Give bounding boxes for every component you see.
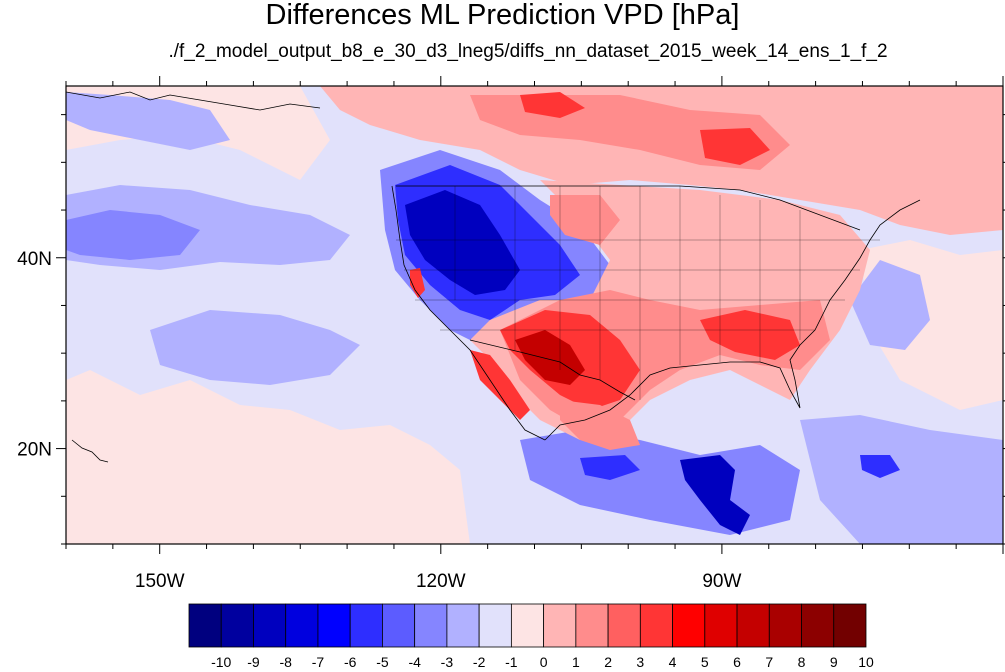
- west-coast-line: [391, 185, 546, 441]
- colorbar-swatch: [253, 603, 287, 648]
- pos-region-us-north: [550, 195, 620, 245]
- colorbar-label: 2: [604, 654, 612, 670]
- lat-tick-label: 40N: [17, 249, 52, 270]
- colorbar-swatch: [478, 603, 512, 648]
- pos-region-canada-core2: [520, 92, 585, 118]
- colorbar-swatch: [317, 603, 351, 648]
- colorbar-swatch: [543, 603, 577, 648]
- lon-tick-label: 120W: [416, 571, 466, 592]
- colorbar-label: 8: [798, 654, 806, 670]
- colorbar-swatch: [768, 603, 802, 648]
- neg-region-atlantic-east: [850, 260, 930, 350]
- hawaii: [71, 439, 109, 463]
- colorbar-swatch: [382, 603, 416, 648]
- colorbar-label: -9: [247, 654, 260, 670]
- gulf-coast-line: [544, 199, 921, 441]
- colorbar-label: -6: [344, 654, 357, 670]
- state-lines: [396, 186, 880, 400]
- colorbar-label: -5: [376, 654, 389, 670]
- subtitle: ./f_2_model_output_b8_e_30_d3_lneg5/diff…: [168, 41, 888, 62]
- colorbar-swatch: [349, 603, 383, 648]
- colorbar-label: -7: [312, 654, 325, 670]
- colorbar-swatch: [833, 603, 867, 648]
- neg-region-south-mexico-core: [580, 455, 640, 480]
- colorbar-swatch: [188, 603, 222, 648]
- colorbar-label: 5: [701, 654, 709, 670]
- colorbar-label: -4: [408, 654, 421, 670]
- colorbar-swatch: [575, 603, 609, 648]
- colorbar-label: 0: [540, 654, 548, 670]
- axis-ticks: [56, 76, 1005, 554]
- pos-region-southeast: [700, 310, 800, 360]
- colorbar-label: 6: [733, 654, 741, 670]
- colorbar-swatch: [801, 603, 835, 648]
- colorbar-label: -2: [473, 654, 486, 670]
- lon-tick-label: 150W: [135, 571, 185, 592]
- us-mexico-border: [469, 339, 636, 401]
- colorbar-swatch: [220, 603, 254, 648]
- colorbar-label: 3: [636, 654, 644, 670]
- colorbar: [188, 603, 867, 648]
- colorbar-label: -3: [441, 654, 454, 670]
- neg-region-gulf-alaska: [66, 92, 230, 150]
- pos-region-southwest-core: [515, 330, 585, 385]
- colorbar-swatch: [285, 603, 319, 648]
- colorbar-swatch: [607, 603, 641, 648]
- pos-region-baja: [470, 350, 530, 420]
- neg-region-central-pacific: [150, 310, 360, 385]
- map-field: [66, 86, 1003, 544]
- axis-labels: 40N 20N 150W 120W 90W: [17, 249, 741, 592]
- alaska-coast: [66, 91, 321, 111]
- colorbar-swatch: [510, 603, 545, 648]
- colorbar-label: -8: [279, 654, 292, 670]
- page-title: Differences ML Prediction VPD [hPa]: [265, 0, 740, 31]
- colorbar-label: 9: [830, 654, 838, 670]
- pos-region-mexico: [560, 400, 640, 450]
- neg-region-caribbean-core: [860, 455, 900, 478]
- colorbar-label: 4: [669, 654, 677, 670]
- neg-region-caribbean: [800, 415, 1003, 544]
- colorbar-swatch: [414, 603, 448, 648]
- colorbar-label: 10: [858, 654, 874, 670]
- colorbar-labels: -10 -9 -8 -7 -6 -5 -4 -3 -2 -1 0 1 2 3 4 5 6 7 8 9 10: [211, 654, 874, 670]
- lon-tick-label: 90W: [702, 571, 741, 592]
- colorbar-swatch: [736, 603, 770, 648]
- colorbar-swatch: [672, 603, 706, 648]
- colorbar-swatch: [704, 603, 738, 648]
- colorbar-label: -10: [211, 654, 231, 670]
- neg-region-central-america: [680, 455, 750, 535]
- neg-region-west-core: [405, 190, 520, 295]
- colorbar-label: -1: [505, 654, 518, 670]
- lat-tick-label: 20N: [17, 440, 52, 461]
- colorbar-swatch: [446, 603, 480, 648]
- colorbar-swatch: [639, 603, 673, 648]
- pos-region-california: [410, 268, 425, 298]
- pos-region-south-pacific: [66, 370, 470, 544]
- pos-region-canada-core: [700, 128, 770, 165]
- neg-region-north-pacific-core: [66, 210, 200, 260]
- colorbar-label: 1: [572, 654, 580, 670]
- colorbar-label: 7: [765, 654, 773, 670]
